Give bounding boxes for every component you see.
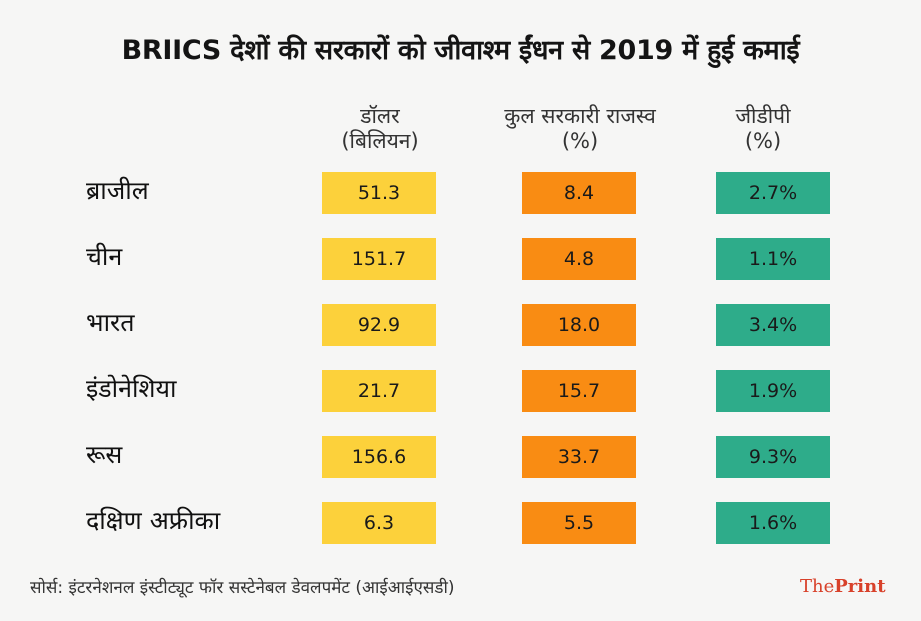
- column-header-line2: (बिलियन): [341, 129, 419, 153]
- dollar-cell: 151.7: [322, 238, 436, 280]
- row-label: भारत: [86, 308, 135, 337]
- row-label: दक्षिण अफ्रीका: [86, 506, 221, 535]
- column-header-revenue: कुल सरकारी राजस्व (%): [460, 104, 700, 154]
- dollar-cell: 92.9: [322, 304, 436, 346]
- dollar-cell: 21.7: [322, 370, 436, 412]
- gdp-cell: 3.4%: [716, 304, 830, 346]
- gdp-cell: 1.9%: [716, 370, 830, 412]
- column-header-dollar: डॉलर (बिलियन): [315, 104, 445, 154]
- column-header-line2: (%): [561, 129, 599, 153]
- column-header-line1: डॉलर: [360, 104, 400, 128]
- row-label: चीन: [86, 242, 123, 271]
- gdp-cell: 1.6%: [716, 502, 830, 544]
- revenue-cell: 15.7: [522, 370, 636, 412]
- revenue-cell: 33.7: [522, 436, 636, 478]
- revenue-cell: 18.0: [522, 304, 636, 346]
- gdp-cell: 9.3%: [716, 436, 830, 478]
- column-header-line1: जीडीपी: [735, 104, 791, 128]
- dollar-cell: 156.6: [322, 436, 436, 478]
- row-label: ब्राजील: [86, 176, 149, 205]
- column-header-line2: (%): [744, 129, 782, 153]
- revenue-cell: 4.8: [522, 238, 636, 280]
- column-header-gdp: जीडीपी (%): [708, 104, 818, 154]
- dollar-cell: 51.3: [322, 172, 436, 214]
- brand-part2: Print: [834, 576, 886, 597]
- source-note: सोर्स: इंटरनेशनल इंस्टीट्यूट फॉर सस्टेने…: [30, 578, 455, 598]
- revenue-cell: 5.5: [522, 502, 636, 544]
- gdp-cell: 2.7%: [716, 172, 830, 214]
- revenue-cell: 8.4: [522, 172, 636, 214]
- row-label: रूस: [86, 440, 123, 469]
- brand-part1: The: [800, 576, 835, 597]
- brand-logo: ThePrint: [800, 576, 886, 597]
- dollar-cell: 6.3: [322, 502, 436, 544]
- chart-title: BRIICS देशों की सरकारों को जीवाश्म ईंधन …: [121, 35, 800, 66]
- row-label: इंडोनेशिया: [86, 374, 177, 403]
- gdp-cell: 1.1%: [716, 238, 830, 280]
- column-header-line1: कुल सरकारी राजस्व: [504, 104, 656, 128]
